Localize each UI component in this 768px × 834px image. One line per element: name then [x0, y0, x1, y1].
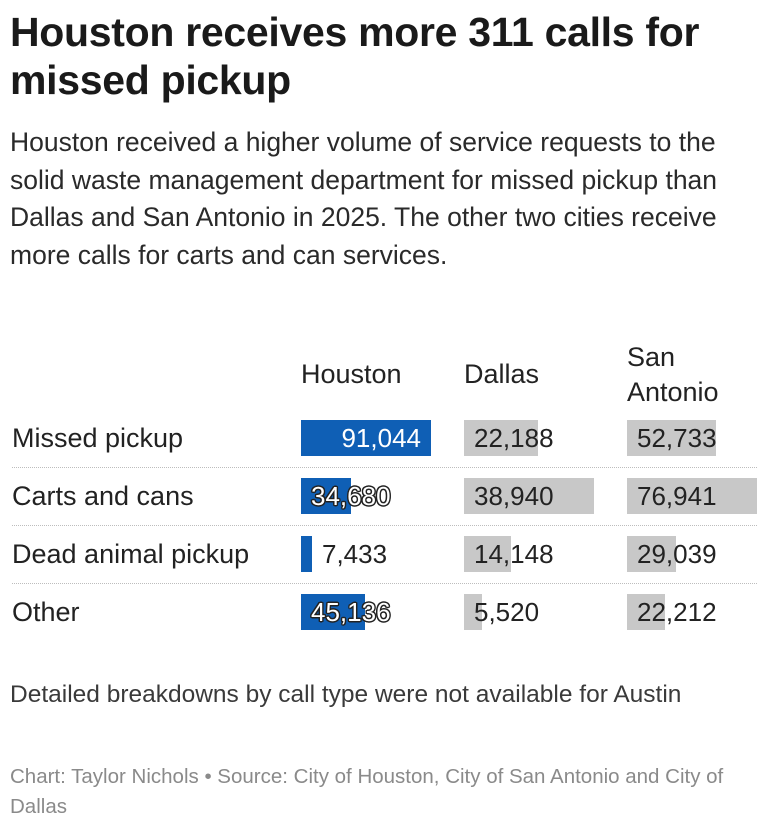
value-label: 38,940 — [474, 481, 554, 511]
bar — [627, 536, 676, 572]
value-label: 52,733 — [637, 423, 717, 453]
cell-san-antonio-dead-animal-pickup: 29,039 — [627, 536, 757, 572]
chart-title: Houston receives more 311 calls for miss… — [10, 9, 700, 103]
bar — [301, 594, 365, 630]
column-header-houston: Houston — [301, 359, 402, 389]
cell-dallas-dead-animal-pickup: 14,148 — [464, 536, 594, 572]
cell-houston-missed-pickup: 91,044 — [301, 420, 431, 456]
credits: Chart: Taylor Nichols • Source: City of … — [10, 765, 724, 818]
bar — [464, 536, 511, 572]
value-label: 22,212 — [637, 597, 717, 627]
cell-dallas-missed-pickup: 22,188 — [464, 420, 594, 456]
row-label-carts-and-cans: Carts and cans — [12, 481, 194, 511]
column-header-san-antonio-1: San — [627, 342, 676, 372]
row-label-other: Other — [12, 597, 80, 627]
row-label-dead-animal-pickup: Dead animal pickup — [12, 539, 250, 569]
bar — [627, 594, 665, 630]
cell-san-antonio-other: 22,212 — [627, 594, 757, 630]
bar — [301, 536, 312, 572]
bar — [464, 594, 482, 630]
cell-houston-dead-animal-pickup: 7,433 — [301, 536, 431, 572]
value-label: 5,520 — [474, 597, 540, 627]
value-label: 45,136 — [311, 597, 391, 627]
chart-subtitle: Houston received a higher volume of serv… — [10, 127, 718, 270]
bar — [301, 478, 351, 514]
cell-dallas-other: 5,520 — [464, 594, 594, 630]
cell-san-antonio-carts-and-cans: 76,941 — [627, 478, 757, 514]
footnote: Detailed breakdowns by call type were no… — [10, 681, 682, 708]
value-label: 14,148 — [474, 539, 554, 569]
bar — [464, 478, 594, 514]
cell-houston-other: 45,136 — [301, 594, 431, 630]
bar — [301, 420, 431, 456]
row-divider — [12, 583, 757, 584]
cell-dallas-carts-and-cans: 38,940 — [464, 478, 594, 514]
value-label: 91,044 — [341, 423, 421, 453]
cell-houston-carts-and-cans: 34,680 — [301, 478, 431, 514]
value-label: 76,941 — [637, 481, 717, 511]
cell-san-antonio-missed-pickup: 52,733 — [627, 420, 757, 456]
row-divider — [12, 525, 757, 526]
value-label: 7,433 — [322, 539, 388, 569]
value-label: 34,680 — [311, 481, 391, 511]
bar — [464, 420, 538, 456]
bar — [627, 420, 716, 456]
row-label-missed-pickup: Missed pickup — [12, 423, 184, 453]
row-divider — [12, 467, 757, 468]
value-label: 22,188 — [474, 423, 554, 453]
column-header-dallas: Dallas — [464, 359, 540, 389]
bar — [627, 478, 757, 514]
column-header-san-antonio-2: Antonio — [627, 377, 719, 407]
value-label: 29,039 — [637, 539, 717, 569]
